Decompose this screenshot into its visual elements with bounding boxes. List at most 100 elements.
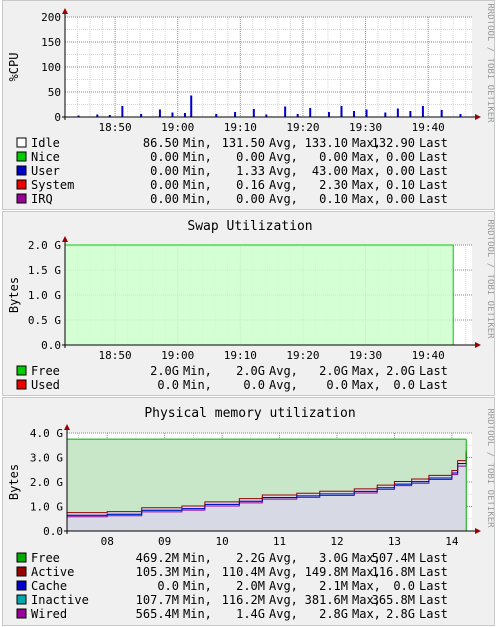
legend-avg-word: Avg, bbox=[269, 607, 298, 621]
y-tick-label: 0.0 bbox=[41, 339, 61, 352]
x-tick-label: 11 bbox=[273, 535, 286, 548]
legend-last: 0.0 bbox=[393, 579, 415, 593]
cpu-bar bbox=[252, 109, 255, 117]
x-tick-label: 19:40 bbox=[412, 121, 445, 134]
x-tick-label: 19:20 bbox=[286, 349, 319, 362]
cpu-bar bbox=[140, 114, 143, 117]
cpu-bar bbox=[296, 114, 299, 117]
y-tick-label: 0 bbox=[54, 111, 61, 124]
legend-max-word: Max, bbox=[352, 364, 381, 378]
legend-min: 86.50 bbox=[143, 136, 179, 150]
legend-last: 0.00 bbox=[386, 164, 415, 178]
x-tick-label: 19:10 bbox=[224, 121, 257, 134]
legend-min: 565.4M bbox=[136, 607, 179, 621]
legend-avg-word: Avg, bbox=[269, 551, 298, 565]
y-tick-label: 4.0 G bbox=[30, 427, 63, 440]
legend-avg-word: Avg, bbox=[269, 136, 298, 150]
legend-last-word: Last bbox=[419, 164, 448, 178]
x-tick-label: 19:00 bbox=[161, 121, 194, 134]
legend-avg-word: Avg, bbox=[269, 579, 298, 593]
legend-max-word: Max, bbox=[352, 164, 381, 178]
legend-last: 116.8M bbox=[372, 565, 415, 579]
legend-swatch bbox=[16, 179, 27, 190]
legend-avg: 131.50 bbox=[222, 136, 265, 150]
swap-chart: Swap Utilization 0.0 0.5 G 1.0 G 1.5 G 2.0 G 1… bbox=[7, 219, 494, 392]
legend-last: 0.10 bbox=[386, 178, 415, 192]
chart-title: Swap Utilization bbox=[187, 219, 312, 234]
legend-last: 0.00 bbox=[386, 150, 415, 164]
swap-free-line bbox=[65, 244, 454, 345]
memory-wired-line bbox=[67, 462, 467, 518]
legend-min-word: Min, bbox=[183, 150, 212, 164]
cpu-chart: 0 50 100 150 200 18:50 19:00 19:10 19:20 19:30 19:… bbox=[7, 3, 494, 206]
legend-last: 0.00 bbox=[386, 192, 415, 206]
legend-avg-word: Avg, bbox=[269, 164, 298, 178]
legend-avg: 2.2G bbox=[236, 551, 265, 565]
cpu-bar bbox=[409, 111, 412, 117]
cpu-bar bbox=[183, 113, 186, 117]
legend-avg-word: Avg, bbox=[269, 192, 298, 206]
y-axis-arrow bbox=[62, 8, 68, 14]
legend-min: 0.00 bbox=[150, 164, 179, 178]
legend-swatch bbox=[16, 137, 27, 148]
legend-min: 107.7M bbox=[136, 593, 179, 607]
legend-last-word: Last bbox=[419, 593, 448, 607]
cpu-bar bbox=[365, 109, 368, 117]
legend-min-word: Min, bbox=[183, 607, 212, 621]
cpu-bar bbox=[77, 115, 80, 117]
cpu-bar bbox=[96, 114, 99, 117]
x-tick-label: 10 bbox=[215, 535, 228, 548]
x-tick-label: 13 bbox=[388, 535, 401, 548]
legend-max-word: Max, bbox=[352, 150, 381, 164]
legend-min-word: Min, bbox=[183, 593, 212, 607]
legend-name: System bbox=[31, 178, 74, 192]
legend-swatch bbox=[16, 379, 27, 390]
legend-swatch bbox=[16, 566, 27, 577]
legend-avg-word: Avg, bbox=[269, 378, 298, 392]
x-tick-label: 19:30 bbox=[349, 121, 382, 134]
legend-max: 2.8G bbox=[319, 607, 348, 621]
legend-max-word: Max, bbox=[352, 593, 381, 607]
cpu-bar bbox=[421, 106, 424, 117]
y-tick-label: 50 bbox=[48, 86, 61, 99]
legend-avg-word: Avg, bbox=[269, 150, 298, 164]
legend-name: Cache bbox=[31, 579, 67, 593]
x-axis-arrow bbox=[475, 114, 481, 120]
legend-min-word: Min, bbox=[183, 378, 212, 392]
legend-avg: 0.16 bbox=[236, 178, 265, 192]
legend-min: 2.0G bbox=[150, 364, 179, 378]
legend-swatch bbox=[16, 552, 27, 563]
y-tick-label: 1.5 G bbox=[28, 264, 61, 277]
legend-name: Inactive bbox=[31, 593, 89, 607]
y-axis-label: %CPU bbox=[7, 53, 21, 82]
legend-min-word: Min, bbox=[183, 178, 212, 192]
legend-max: 381.6M bbox=[305, 593, 348, 607]
legend-last: 2.8G bbox=[386, 607, 415, 621]
cpu-panel: 0 50 100 150 200 18:50 19:00 19:10 19:20 19:30 19:… bbox=[2, 0, 495, 210]
y-tick-label: 0.0 bbox=[43, 525, 63, 538]
cpu-bar bbox=[108, 115, 111, 117]
x-tick-label: 18:50 bbox=[99, 349, 132, 362]
legend-min: 0.00 bbox=[150, 192, 179, 206]
plot-area bbox=[65, 17, 472, 117]
y-axis-arrow bbox=[62, 236, 68, 242]
legend-max: 149.8M bbox=[305, 565, 348, 579]
cpu-bar bbox=[215, 114, 218, 117]
swap-free-area bbox=[65, 245, 454, 345]
legend-min-word: Min, bbox=[183, 164, 212, 178]
legend-max: 3.0G bbox=[319, 551, 348, 565]
chart-title: Physical memory utilization bbox=[144, 406, 355, 421]
y-tick-label: 3.0 G bbox=[30, 452, 63, 465]
legend-name: User bbox=[31, 164, 60, 178]
legend-min: 469.2M bbox=[136, 551, 179, 565]
x-tick-label: 08 bbox=[101, 535, 114, 548]
legend-avg-word: Avg, bbox=[269, 364, 298, 378]
memory-cache-line bbox=[67, 453, 467, 516]
cpu-bar bbox=[340, 106, 343, 117]
legend-max: 2.30 bbox=[319, 178, 348, 192]
legend-last-word: Last bbox=[419, 192, 448, 206]
legend-max: 0.00 bbox=[319, 150, 348, 164]
memory-panel: Physical memory utilization 0.0 1.0 G 2.0 G… bbox=[2, 397, 495, 626]
legend-name: Free bbox=[31, 551, 60, 565]
x-tick-label: 14 bbox=[445, 535, 459, 548]
